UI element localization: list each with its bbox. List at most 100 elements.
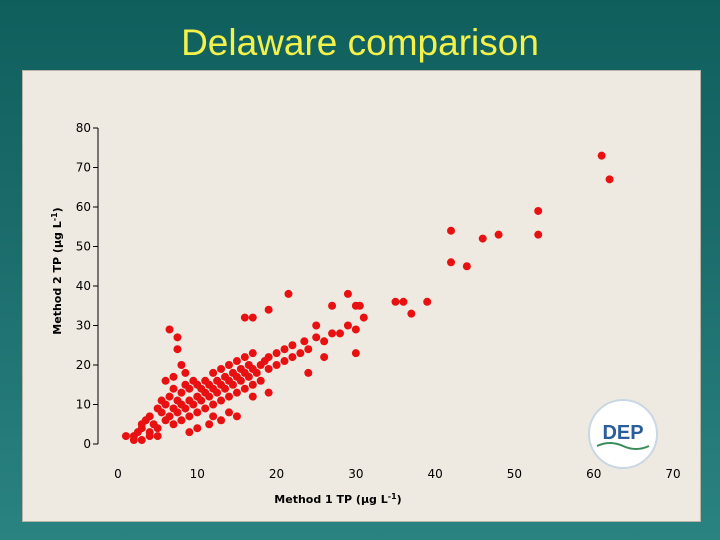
y-tick-label: 40 [76,279,91,293]
data-point [248,392,257,401]
data-point [462,262,471,271]
data-point [534,206,543,215]
data-point [205,392,214,401]
data-point [193,424,202,433]
x-tick-label: 30 [348,467,363,481]
y-tick-label: 60 [76,200,91,214]
data-point [248,349,257,358]
dep-logo-wave-icon [596,442,650,450]
y-axis-label-exponent: -1 [50,212,59,221]
data-point [181,404,190,413]
data-point [213,388,222,397]
data-point [209,400,218,409]
chart-panel: 0 10 20 30 40 50 60 70 80 0 10 20 30 40 50 60 70 Method… [22,70,701,522]
data-point [248,313,257,322]
data-point [145,432,154,441]
data-point [181,368,190,377]
scatter-chart: 0 10 20 30 40 50 60 70 80 0 10 20 30 40 50 60 70 Method… [50,121,681,506]
data-point [399,297,408,306]
data-point [359,313,368,322]
data-point [225,408,233,417]
data-point [161,376,170,385]
data-point [189,400,198,409]
data-point [173,333,182,342]
data-point [391,297,400,306]
y-ticks: 0 10 20 30 40 50 60 70 80 [76,121,98,451]
x-axis-label-close: ) [397,493,402,506]
data-point [336,329,344,338]
data-point [153,424,162,433]
x-tick-label: 40 [428,467,443,481]
y-axis-label-close: ) [51,207,64,212]
data-point [165,325,174,334]
data-point [244,372,253,381]
x-tick-label: 70 [665,467,680,481]
data-point [272,349,281,358]
x-axis-label-text: Method 1 TP (µg L [274,493,387,506]
data-point [597,151,606,160]
data-point [232,357,241,366]
x-tick-label: 50 [507,467,522,481]
data-point [225,361,233,369]
data-point [217,416,226,425]
data-point [121,432,130,441]
x-ticks: 0 10 20 30 40 50 60 70 [114,467,680,481]
data-point [423,297,432,306]
x-tick-label: 60 [586,467,601,481]
data-point [185,428,194,437]
dep-logo-lettering: DEP [602,422,643,444]
data-point [280,357,289,366]
data-point [264,305,273,314]
data-point [137,436,146,445]
dep-logo: DEP [588,399,658,469]
data-point [272,361,281,369]
data-point [169,420,178,429]
y-tick-label: 0 [83,437,91,451]
data-point [351,325,360,334]
data-point [280,345,289,354]
data-point [236,376,245,385]
data-point [240,313,249,322]
y-axis-label-text: Method 2 TP (µg L [51,221,64,334]
data-point [264,353,273,362]
data-point [343,289,352,298]
data-point [173,408,182,417]
data-point [209,412,218,421]
data-point [256,376,265,385]
data-point [478,234,487,243]
data-point [221,384,230,393]
data-point [225,392,233,401]
data-point [447,258,455,267]
data-point [328,329,337,338]
data-point [328,301,337,310]
data-point [177,361,186,369]
data-point [165,412,174,421]
axes [97,128,99,444]
data-point [355,301,364,310]
data-point [494,230,503,239]
data-point [407,309,416,318]
data-point [288,353,297,362]
data-point [205,420,214,429]
y-tick-label: 10 [76,398,91,412]
y-axis-label: Method 2 TP (µg L-1) [50,207,64,334]
data-point [201,404,210,413]
dep-logo-circle [588,399,658,469]
data-point [534,230,543,239]
data-point [217,364,226,373]
data-point [240,384,249,393]
data-point [232,388,241,397]
data-point [209,368,218,377]
data-point [177,388,186,397]
x-axis-label-exponent: -1 [388,492,397,501]
data-point [605,175,614,184]
data-point [157,408,166,417]
data-point [197,396,206,405]
data-point [232,412,241,421]
x-axis-label: Method 1 TP (µg L-1) [274,492,401,506]
data-point [169,384,178,393]
data-point [312,321,321,330]
data-point [288,341,297,350]
data-point [153,432,162,441]
data-point [320,353,329,362]
